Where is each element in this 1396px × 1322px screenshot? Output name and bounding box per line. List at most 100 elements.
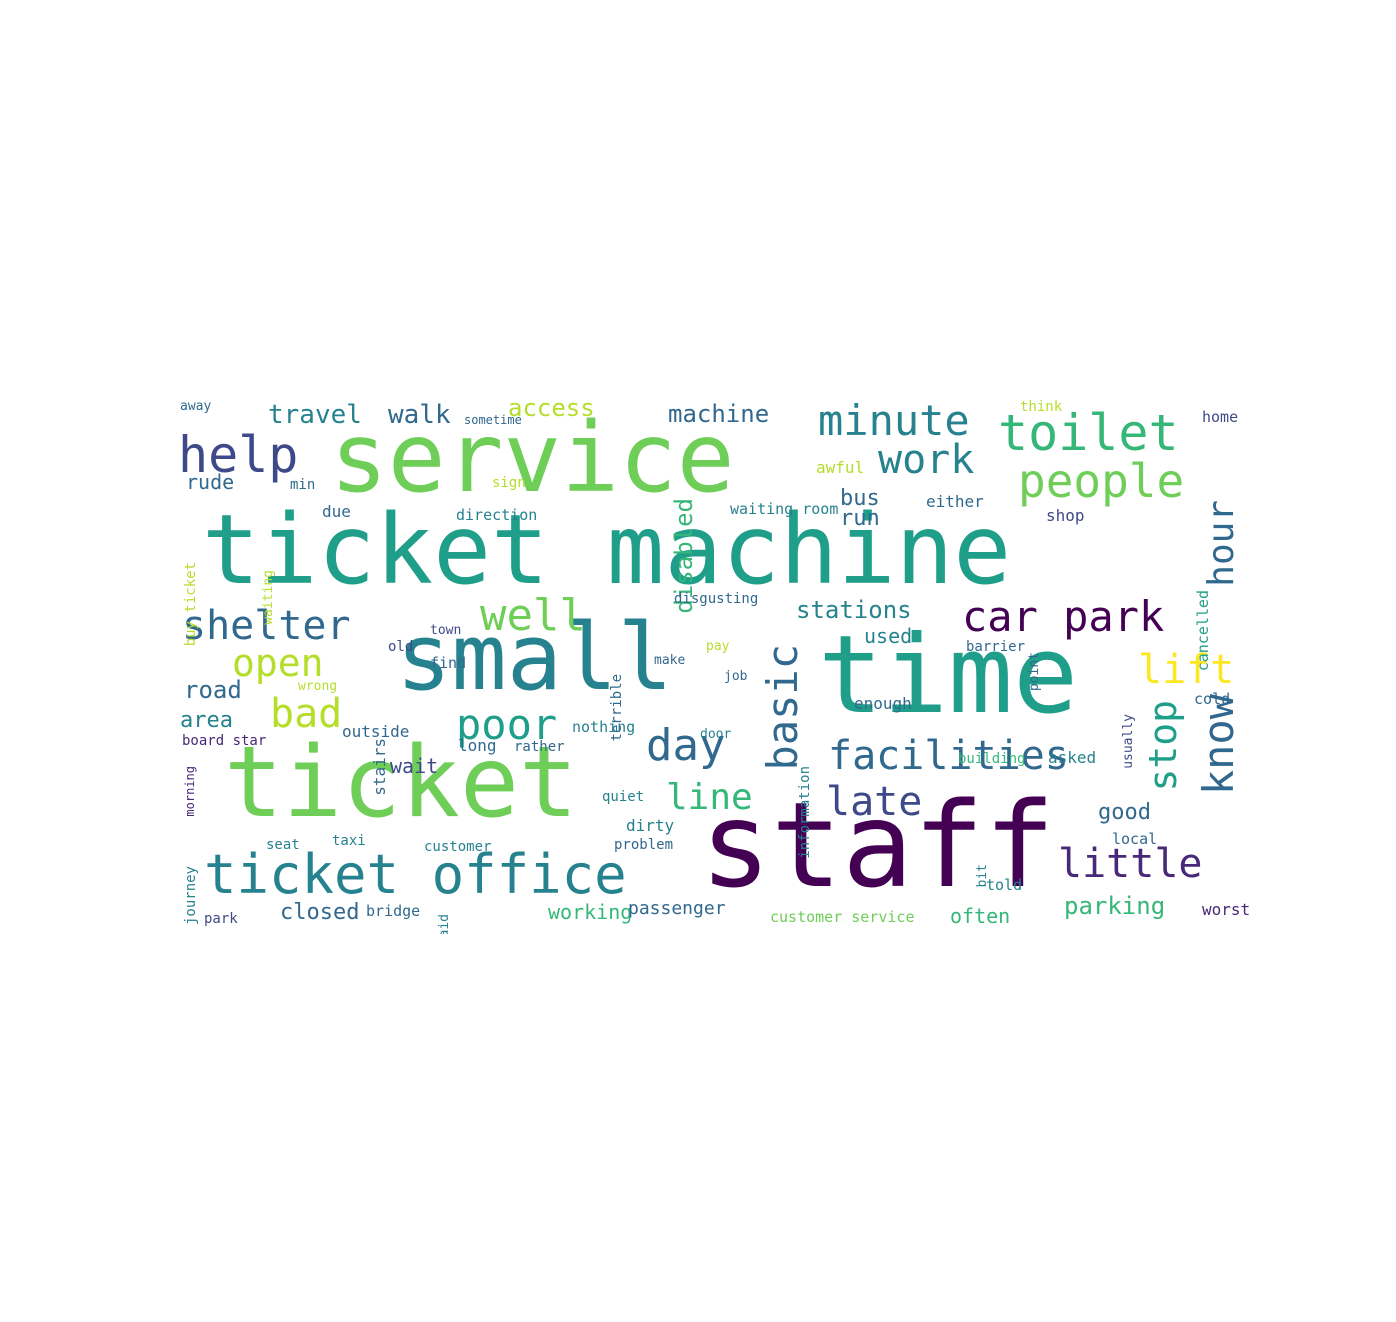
word: problem [614, 837, 674, 853]
word: direction [456, 506, 538, 524]
word: parking [1064, 892, 1166, 920]
word: usually [1121, 714, 1136, 769]
word: area [180, 708, 233, 733]
word-cloud: service ticket machine small time ticket… [178, 394, 1250, 934]
word: taxi [332, 833, 366, 849]
word: min [290, 477, 316, 493]
word: shelter [182, 603, 351, 649]
word: quiet [602, 789, 645, 805]
word: stop [1141, 700, 1185, 792]
word: service [330, 402, 735, 514]
word: time [818, 613, 1079, 738]
word: information [797, 766, 813, 859]
word: hour [1201, 500, 1242, 587]
word: help [178, 426, 299, 484]
word: bridge [366, 902, 421, 920]
word: enough [854, 694, 912, 713]
word: run [840, 506, 880, 531]
word: cancelled [1194, 590, 1212, 672]
word: old [388, 639, 414, 655]
word: staff [700, 776, 1056, 914]
word: open [232, 641, 324, 685]
word: travel [268, 400, 362, 430]
word: said [437, 914, 452, 934]
word: often [950, 904, 1011, 928]
word: find [430, 654, 467, 672]
word: working [548, 900, 633, 924]
word: buy ticket [183, 562, 199, 647]
word: late [826, 779, 923, 825]
word: sometime [464, 413, 522, 427]
word: away [180, 399, 212, 414]
word: park [204, 911, 238, 927]
word: ticket machine [202, 494, 1012, 606]
word: long [458, 736, 497, 755]
word: waiting room [730, 500, 839, 518]
word: asked [1048, 748, 1097, 767]
word: nothing [572, 718, 636, 736]
word: facilities [828, 733, 1069, 779]
word: minute [818, 396, 970, 445]
word: wait [390, 754, 439, 778]
word: pay [706, 639, 730, 654]
word: people [1018, 454, 1185, 508]
word: rather [514, 739, 565, 755]
word: lift [1138, 647, 1235, 693]
word: barrier [966, 639, 1026, 655]
word: access [508, 394, 595, 422]
word: machine [668, 400, 770, 428]
word: bit [975, 864, 990, 888]
word: told [986, 876, 1023, 894]
word: bus [840, 486, 880, 511]
word: cold [1194, 690, 1231, 708]
word: used [864, 624, 913, 648]
word: work [878, 437, 975, 483]
word: well [480, 590, 586, 641]
word: road [184, 676, 242, 704]
word: worst [1202, 900, 1250, 919]
word: think [1020, 399, 1063, 415]
word: make [654, 653, 686, 668]
word: stairs [370, 738, 389, 796]
word: board star [182, 733, 267, 749]
word: little [1058, 841, 1203, 887]
word: awful [816, 458, 865, 477]
word: line [666, 777, 753, 818]
word: ticket [224, 726, 579, 840]
word: shop [1046, 506, 1085, 525]
word: town [430, 623, 462, 638]
word: poor [456, 700, 558, 749]
word: either [926, 492, 984, 511]
word: bad [270, 691, 343, 737]
word: sign [492, 475, 526, 491]
word: outside [342, 722, 410, 741]
word: toilet [998, 404, 1179, 462]
word: dirty [626, 816, 675, 835]
word: basic [758, 644, 807, 771]
word: point [1027, 652, 1042, 692]
word: good [1098, 800, 1151, 825]
word: passenger [628, 898, 726, 919]
word: journey [183, 866, 199, 926]
word: walk [388, 400, 451, 430]
word: disgusting [674, 591, 759, 607]
word: waiting [261, 570, 276, 625]
word: day [646, 720, 726, 771]
word: local [1112, 830, 1158, 848]
word: seat [266, 837, 300, 853]
word: job [724, 669, 748, 684]
word: know [1194, 694, 1243, 796]
word: small [396, 604, 673, 711]
word: due [322, 502, 351, 521]
word: morning [183, 766, 197, 817]
word: closed [280, 900, 360, 925]
word: building [958, 751, 1026, 767]
word: rude [186, 470, 235, 494]
word: customer [424, 839, 492, 855]
word: customer service [770, 908, 915, 926]
word: wrong [298, 679, 338, 694]
word: car park [962, 592, 1165, 641]
word: ticket office [204, 843, 627, 906]
word: door [700, 727, 732, 742]
word: home [1202, 408, 1239, 426]
